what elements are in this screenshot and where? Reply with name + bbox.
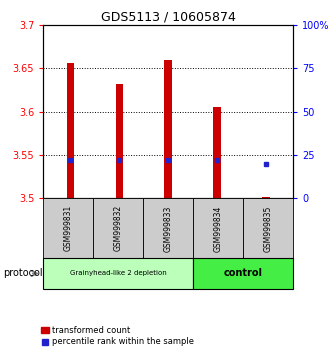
Legend: transformed count, percentile rank within the sample: transformed count, percentile rank withi…	[38, 322, 198, 350]
Text: GSM999834: GSM999834	[213, 205, 223, 252]
Title: GDS5113 / 10605874: GDS5113 / 10605874	[101, 11, 236, 24]
Bar	[213, 107, 221, 198]
Bar	[67, 63, 74, 198]
Text: GSM999832: GSM999832	[114, 205, 123, 251]
Text: control: control	[223, 268, 263, 279]
Text: GSM999833: GSM999833	[164, 205, 173, 252]
Text: GSM999831: GSM999831	[64, 205, 73, 251]
Text: GSM999835: GSM999835	[263, 205, 273, 252]
Bar	[116, 84, 123, 198]
Text: Grainyhead-like 2 depletion: Grainyhead-like 2 depletion	[70, 270, 166, 276]
Text: protocol: protocol	[3, 268, 43, 279]
Bar	[165, 60, 172, 198]
